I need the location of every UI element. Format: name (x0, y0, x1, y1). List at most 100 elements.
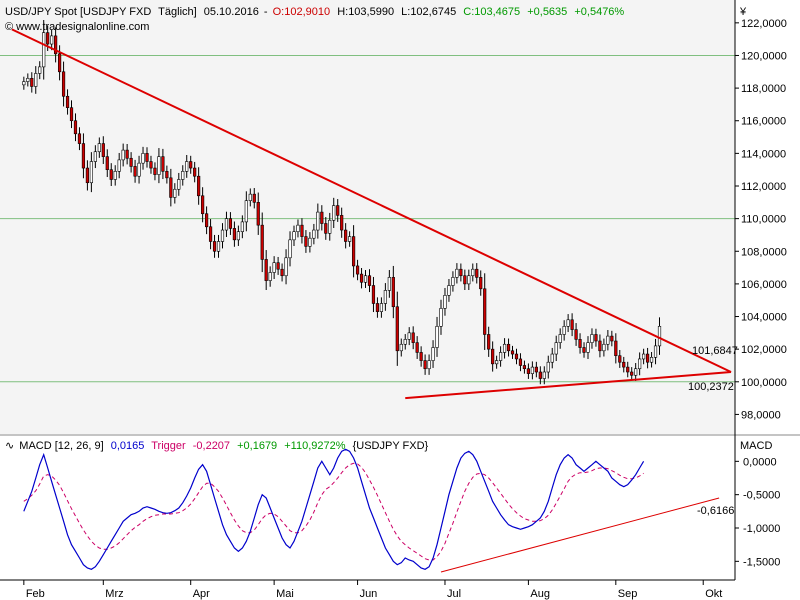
support-annotation: 100,2372 (688, 381, 734, 393)
candle-body (562, 326, 566, 335)
candle-body (161, 156, 165, 172)
candle-body (363, 275, 368, 283)
candle-body (193, 167, 197, 177)
interval-label: Täglich] (158, 6, 197, 18)
candle-body (332, 205, 336, 221)
candle-body (522, 365, 527, 370)
candle-body (427, 360, 431, 370)
candle-body (165, 171, 169, 179)
candle-body (46, 32, 50, 45)
candle-body (463, 275, 467, 285)
candle-body (65, 95, 70, 108)
candle-body (304, 236, 308, 247)
resistance-trendline (11, 28, 732, 373)
candle-body (256, 202, 260, 226)
candle-body (610, 335, 614, 342)
candle-body (375, 303, 380, 312)
x-tick-label: Feb (26, 588, 45, 600)
y-tick-label: 108,0000 (741, 246, 787, 258)
macd-name: MACD [12, 26, 9] (19, 440, 103, 452)
x-tick-label: Okt (705, 588, 722, 600)
macd-trend-annotation: -0,6166 (697, 505, 734, 517)
change-label: +0,5635 (527, 6, 567, 18)
symbol-label: USD/JPY Spot [USDJPY FXD (5, 6, 151, 18)
candle-body (85, 167, 90, 184)
candle-body (145, 153, 149, 162)
macd-panel (0, 436, 735, 576)
candle-body (495, 360, 499, 365)
candle-body (284, 257, 288, 277)
y-tick-label: 114,0000 (741, 148, 786, 160)
candle-body (451, 277, 455, 286)
candle-body (201, 195, 205, 215)
candle-body (141, 153, 145, 164)
x-tick-label: Aug (530, 588, 550, 600)
candle-body (204, 213, 209, 228)
candle-body (288, 239, 292, 259)
candle-body (113, 171, 117, 180)
trigger-value: -0,2207 (193, 440, 230, 452)
candle-body (594, 334, 598, 342)
candle-body (316, 211, 320, 231)
y-tick-label: 116,0000 (741, 116, 786, 128)
candle-body (582, 347, 586, 353)
candle-body (280, 268, 284, 277)
candle-body (224, 218, 229, 231)
candle-body (54, 35, 58, 55)
candle-body (34, 73, 38, 87)
candles (22, 19, 662, 385)
macd-value: 0,0165 (111, 440, 145, 452)
x-tick-label: Mai (276, 588, 294, 600)
y-tick-label: 100,0000 (741, 377, 787, 389)
candle-body (534, 366, 538, 373)
candle-body (546, 361, 550, 373)
candle-body (228, 218, 233, 229)
candle-body (570, 319, 574, 330)
x-tick-label: Apr (193, 588, 210, 600)
candle-body (411, 332, 415, 343)
candle-body (371, 285, 376, 304)
candle-body (622, 361, 626, 368)
candle-body (514, 353, 519, 360)
macd-icon: ∿ (5, 440, 14, 452)
y-tick-label: 120,0000 (741, 50, 787, 62)
candle-body (475, 268, 479, 278)
y-tick-label: 110,0000 (741, 214, 786, 226)
candle-body (467, 275, 471, 285)
candle-body (586, 342, 590, 353)
y-tick-label: 98,0000 (741, 409, 781, 421)
macd-lines (23, 448, 720, 573)
price-header: USD/JPY Spot [USDJPY FXD Täglich] 05.10.… (5, 6, 624, 18)
date-label: 05.10.2016 (204, 6, 259, 18)
candle-body (216, 241, 221, 252)
candle-body (502, 343, 507, 353)
macd-source: {USDJPY FXD} (353, 440, 429, 452)
support-trendline (405, 371, 732, 400)
candle-body (248, 193, 252, 201)
candle-body (657, 326, 662, 347)
y-tick-label: 104,0000 (741, 312, 787, 324)
macd-axis-title: MACD (740, 440, 772, 452)
candle-body (300, 224, 304, 237)
candle-body (336, 205, 340, 216)
candle-body (197, 175, 201, 197)
trigger-label: Trigger (151, 440, 186, 452)
candle-body (419, 352, 423, 361)
candle-body (268, 272, 272, 281)
copyright-label: © www.tradesignalonline.com (5, 21, 149, 33)
candle-body (189, 161, 193, 169)
candle-body (50, 35, 54, 45)
change-pct-label: +0,5476% (574, 6, 624, 18)
candle-body (510, 350, 515, 355)
candle-body (395, 306, 399, 352)
candle-body (42, 32, 46, 68)
candle-body (181, 171, 185, 180)
candle-body (645, 353, 650, 363)
candle-body (57, 53, 62, 73)
candle-body (538, 371, 542, 379)
candle-body (355, 265, 360, 275)
y-tick-label: 112,0000 (741, 181, 786, 193)
candle-body (443, 295, 447, 309)
candle-body (618, 355, 622, 363)
candle-body (598, 340, 602, 352)
